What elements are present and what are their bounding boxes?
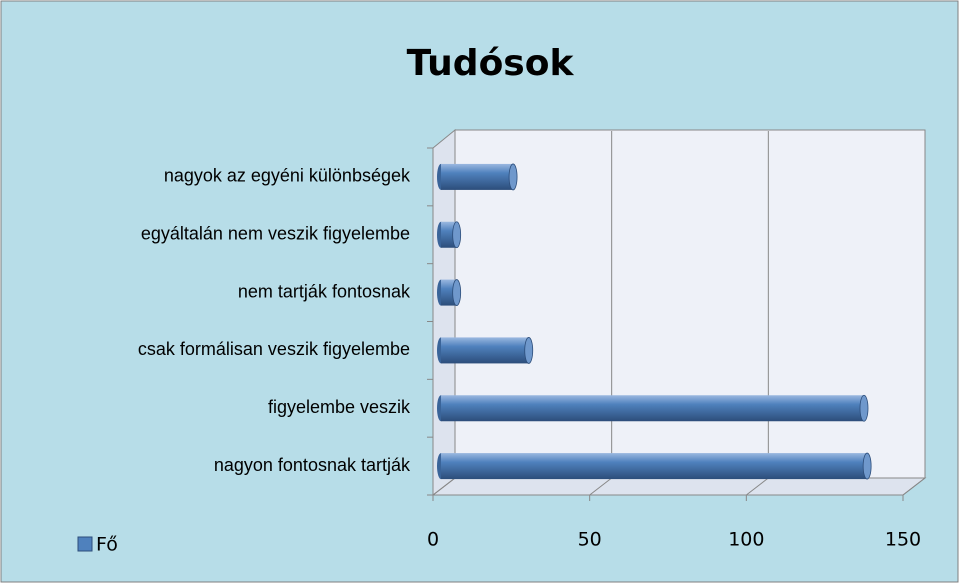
bar (441, 163, 514, 190)
y-tick-label: nagyon fontosnak tartják (214, 455, 411, 475)
grid-line (432, 477, 456, 496)
x-tick-label: 0 (427, 529, 439, 551)
bar-cap (452, 221, 462, 249)
bar (441, 279, 457, 306)
y-tick-label: egyáltalán nem veszik figyelembe (141, 224, 410, 244)
bar (441, 395, 864, 422)
bar (441, 337, 529, 364)
grid-line (902, 477, 926, 496)
x-tick-label: 50 (578, 529, 602, 551)
y-tick-label: nem tartják fontosnak (238, 281, 411, 301)
chart-title: Tudósok (407, 43, 575, 84)
bar-cap (862, 452, 872, 480)
bar-cap (524, 337, 534, 364)
legend-swatch (77, 536, 93, 552)
bar-cap (452, 279, 462, 306)
y-tick-label: nagyok az egyéni különbségek (164, 166, 411, 186)
y-tick-label: figyelembe veszik (268, 397, 411, 417)
bar (441, 221, 457, 248)
y-tick-label: csak formálisan veszik figyelembe (138, 339, 410, 359)
grid-line (589, 477, 612, 496)
back-wall (454, 129, 926, 479)
legend-label: Fő (96, 534, 118, 556)
x-tick-label: 150 (885, 529, 921, 551)
bar-cap (508, 163, 518, 191)
bar (441, 453, 868, 480)
floor (431, 477, 927, 496)
grid-line (746, 477, 769, 496)
x-tick-label: 100 (728, 529, 764, 551)
bar-cap (859, 394, 869, 422)
